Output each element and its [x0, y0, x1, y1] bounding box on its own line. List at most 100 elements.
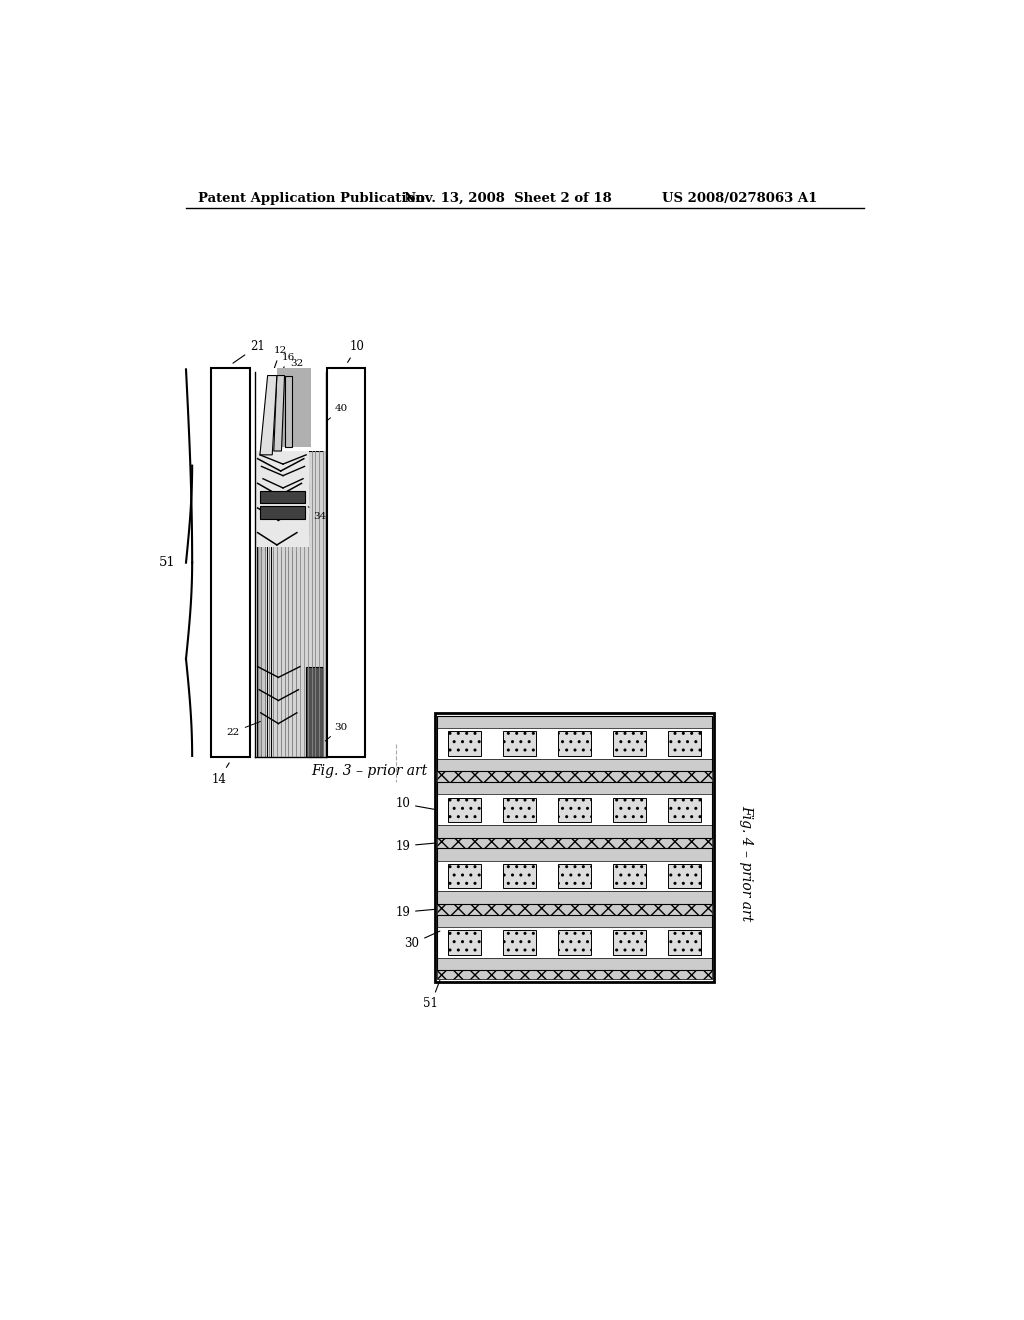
Text: 19: 19	[395, 840, 434, 853]
Bar	[437, 927, 712, 958]
Bar	[558, 797, 591, 822]
Bar	[306, 397, 323, 451]
Bar	[260, 507, 304, 519]
Text: 10: 10	[347, 339, 365, 363]
Bar	[613, 929, 645, 954]
Bar	[261, 482, 307, 502]
Bar	[437, 715, 712, 771]
Bar	[261, 516, 307, 536]
Bar	[437, 759, 712, 771]
Bar	[437, 904, 712, 915]
Text: 51: 51	[159, 556, 175, 569]
Bar	[437, 915, 712, 970]
Bar	[276, 368, 310, 447]
Bar	[437, 771, 712, 781]
Bar	[437, 958, 712, 970]
Bar	[677, 929, 692, 937]
Text: US 2008/0278063 A1: US 2008/0278063 A1	[662, 191, 817, 205]
Bar	[558, 863, 591, 888]
Bar	[622, 929, 637, 937]
Polygon shape	[261, 376, 276, 462]
Bar	[504, 929, 536, 954]
Bar	[327, 368, 366, 758]
Bar	[457, 863, 472, 871]
Bar	[437, 915, 712, 927]
Bar	[437, 781, 712, 795]
Bar	[437, 729, 712, 759]
Bar	[449, 863, 480, 888]
Bar	[449, 929, 480, 954]
Bar	[457, 797, 472, 805]
Bar	[255, 444, 309, 548]
Bar	[669, 797, 700, 822]
Bar	[437, 838, 712, 849]
Bar	[512, 863, 527, 871]
Bar	[437, 891, 712, 904]
Bar	[512, 731, 527, 739]
Bar	[613, 731, 645, 756]
Bar	[437, 759, 712, 771]
Bar	[437, 781, 712, 795]
Bar	[211, 368, 250, 758]
Text: 16: 16	[282, 352, 296, 371]
Bar	[558, 929, 591, 954]
Text: 10: 10	[395, 797, 434, 810]
Text: 32: 32	[289, 359, 303, 374]
Polygon shape	[260, 376, 276, 455]
Bar	[255, 368, 326, 451]
Bar	[437, 849, 712, 861]
Bar	[437, 825, 712, 838]
Bar	[504, 797, 536, 822]
Bar	[677, 797, 692, 805]
Bar	[449, 731, 480, 756]
Bar	[669, 731, 700, 756]
Text: 51: 51	[423, 981, 440, 1010]
Bar	[512, 929, 527, 937]
Text: 12: 12	[273, 346, 287, 371]
Bar	[449, 797, 480, 822]
Bar	[437, 795, 712, 825]
Bar	[437, 849, 712, 861]
Bar	[558, 731, 591, 756]
Polygon shape	[285, 376, 292, 447]
Bar	[437, 958, 712, 970]
Text: 40: 40	[326, 404, 348, 422]
Bar	[437, 781, 712, 838]
Bar	[504, 731, 536, 756]
Text: 30: 30	[326, 723, 348, 741]
Bar	[255, 368, 326, 758]
Bar	[622, 731, 637, 739]
Bar	[457, 731, 472, 739]
Bar	[504, 863, 536, 888]
Bar	[437, 915, 712, 927]
Bar	[437, 715, 712, 729]
Bar	[437, 849, 712, 904]
Bar	[435, 713, 714, 982]
Bar	[669, 929, 700, 954]
Bar	[566, 929, 583, 937]
Text: Patent Application Publication: Patent Application Publication	[199, 191, 425, 205]
Bar	[257, 462, 261, 758]
Bar	[437, 825, 712, 838]
Polygon shape	[257, 376, 270, 462]
Bar	[613, 863, 645, 888]
Polygon shape	[273, 376, 285, 451]
Bar	[622, 863, 637, 871]
Text: Fig. 3 – prior art: Fig. 3 – prior art	[311, 763, 427, 777]
Text: Fig. 4 – prior art: Fig. 4 – prior art	[739, 805, 754, 921]
Bar	[261, 462, 265, 758]
Bar	[677, 731, 692, 739]
Text: 19: 19	[395, 906, 434, 919]
Bar	[437, 970, 712, 979]
Bar	[457, 929, 472, 937]
Text: 34: 34	[308, 507, 327, 521]
Text: Nov. 13, 2008  Sheet 2 of 18: Nov. 13, 2008 Sheet 2 of 18	[403, 191, 611, 205]
Text: 14: 14	[212, 763, 229, 785]
Bar	[669, 863, 700, 888]
Text: 30: 30	[404, 931, 440, 950]
Bar	[622, 797, 637, 805]
Bar	[437, 861, 712, 891]
Bar	[566, 797, 583, 805]
Text: 21: 21	[232, 339, 264, 363]
Bar	[437, 715, 712, 729]
